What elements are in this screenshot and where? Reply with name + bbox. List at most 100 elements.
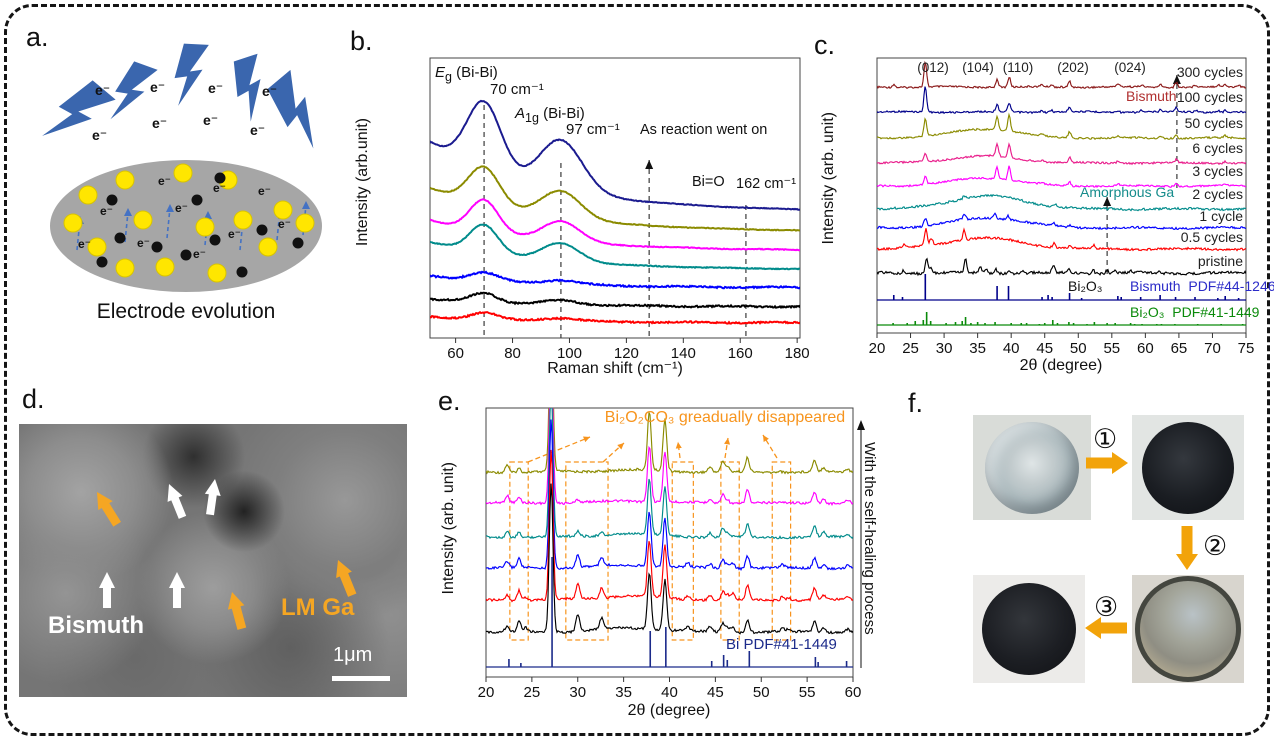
panel-d-label: d. bbox=[22, 384, 45, 414]
bismuth-arrow bbox=[204, 479, 221, 516]
tick-label: 25 bbox=[524, 684, 541, 701]
bismuth-arrow bbox=[169, 572, 185, 608]
tick-label: 30 bbox=[936, 340, 953, 357]
bi-o-label: Bi=O bbox=[692, 174, 725, 190]
plot-border bbox=[429, 57, 801, 339]
eg-rest: (Bi-Bi) bbox=[451, 64, 498, 81]
series-healed-4 bbox=[486, 408, 853, 540]
annotation-arrowhead bbox=[724, 438, 731, 445]
annotation-arrow bbox=[677, 441, 681, 459]
tick-label: 160 bbox=[728, 345, 753, 362]
hkl-012: (012) bbox=[917, 60, 949, 75]
sem-image: Bismuth LM Ga 1μm bbox=[19, 424, 407, 697]
electron-flow-arrow bbox=[166, 207, 171, 239]
annotation-arrowhead bbox=[583, 436, 590, 443]
electron-label: e⁻ bbox=[208, 80, 223, 96]
annotation-arrow bbox=[602, 442, 625, 463]
conductive-particle-dot bbox=[214, 172, 226, 184]
lightning-bolt-icon bbox=[174, 43, 209, 106]
recycled-disc bbox=[982, 583, 1076, 675]
annotation-arrow bbox=[762, 434, 778, 459]
electron-label: e⁻ bbox=[258, 184, 271, 198]
active-particle-dot bbox=[87, 237, 107, 257]
active-particle-dot bbox=[258, 237, 278, 257]
eg-symbol: E bbox=[435, 64, 446, 81]
ref-bi-pdf: Bi PDF#41-1449 bbox=[726, 636, 837, 653]
lightning-bolt-icon bbox=[110, 61, 158, 120]
sem-arrows-overlay bbox=[97, 479, 357, 630]
highlight-box bbox=[771, 461, 792, 641]
ref-bi2o3-pdf: Bi₂O₃ PDF#41-1449 bbox=[1130, 304, 1259, 320]
series-pristine bbox=[877, 257, 1246, 277]
discharged-disc bbox=[1142, 421, 1234, 514]
peak-97-label: 97 cm⁻¹ bbox=[566, 121, 620, 138]
panel-a-label: a. bbox=[26, 22, 49, 52]
figure-border bbox=[4, 4, 1270, 736]
tick-label: 40 bbox=[661, 684, 678, 701]
series-label-05-cycles: 0.5 cycles bbox=[1180, 229, 1243, 245]
conductive-particle-dot bbox=[256, 224, 268, 236]
photo-pristine-electrode bbox=[973, 415, 1091, 520]
sem-lm-ga-label: LM Ga bbox=[281, 594, 355, 621]
peak-70-label: 70 cm⁻¹ bbox=[490, 81, 544, 98]
sem-bismuth-label: Bismuth bbox=[48, 612, 144, 639]
conductive-particle-dot bbox=[106, 194, 118, 206]
bismuth-annotation: Bismuth bbox=[1126, 88, 1177, 104]
pristine-disc bbox=[985, 421, 1079, 514]
bismuth-arrow bbox=[99, 572, 115, 608]
tick-label: 55 bbox=[799, 684, 816, 701]
active-particle-dot bbox=[133, 210, 153, 230]
self-healing-process-label: With the self-healing process bbox=[861, 442, 878, 635]
active-particle-dot bbox=[115, 170, 135, 190]
electron-flow-arrowhead bbox=[124, 208, 132, 216]
guide-arrowhead bbox=[645, 160, 654, 169]
tick-label: 20 bbox=[478, 684, 495, 701]
plot-border bbox=[876, 57, 1247, 334]
panel-f-label: f. bbox=[908, 388, 924, 418]
tick-label: 180 bbox=[785, 345, 810, 362]
electron-label: e⁻ bbox=[92, 127, 107, 143]
electron-label: e⁻ bbox=[262, 83, 277, 99]
panel-e-label: e. bbox=[438, 386, 461, 416]
highlight-box bbox=[671, 461, 694, 641]
process-arrows-overlay bbox=[1085, 452, 1198, 639]
side-arrowhead bbox=[857, 420, 865, 430]
highlight-box bbox=[509, 461, 529, 641]
eg-subscript: g bbox=[445, 70, 452, 84]
ref-bi2o3-number: PDF#41-1449 bbox=[1172, 304, 1260, 320]
conductive-particle-dot bbox=[151, 241, 163, 253]
series-group bbox=[877, 60, 1246, 326]
hkl-110: (110) bbox=[1002, 60, 1034, 75]
lightning-bolt-icon bbox=[42, 80, 116, 136]
series-healed-5 bbox=[486, 408, 853, 506]
ref-bi2o3-name: Bi₂O₃ bbox=[1130, 304, 1165, 320]
hkl-024: (024) bbox=[1114, 60, 1146, 75]
guide-arrowhead bbox=[1172, 75, 1181, 84]
series-group bbox=[486, 408, 853, 668]
tick-label: 100 bbox=[557, 345, 582, 362]
electron-label: e⁻ bbox=[100, 204, 113, 218]
xrd-healing-x-axis-label: 2θ (degree) bbox=[627, 702, 711, 719]
active-particle-dot bbox=[115, 258, 135, 278]
electron-label: e⁻ bbox=[158, 174, 171, 188]
lightning-bolt-icon bbox=[267, 69, 314, 149]
tick-label: 25 bbox=[902, 340, 919, 357]
photo-recycled-electrode bbox=[973, 575, 1085, 683]
series-group bbox=[430, 99, 800, 325]
a1g-symbol: A bbox=[515, 105, 526, 122]
lm-ga-arrow bbox=[336, 560, 357, 597]
conductive-particle-dot bbox=[292, 237, 304, 249]
tick-label: 140 bbox=[671, 345, 696, 362]
electron-label: e⁻ bbox=[213, 181, 226, 195]
raman-x-axis-label: Raman shift (cm⁻¹) bbox=[547, 360, 683, 377]
series-spectrum-6 bbox=[430, 291, 800, 309]
series-spectrum-3 bbox=[430, 198, 800, 252]
series-1-cycle bbox=[877, 212, 1246, 231]
bi2o3-annotation: Bi₂O₃ bbox=[1068, 278, 1103, 294]
photo-discharged-electrode bbox=[1132, 415, 1244, 520]
electron-label: e⁻ bbox=[150, 79, 165, 95]
scale-bar bbox=[332, 676, 390, 681]
series-healed-top bbox=[486, 408, 853, 475]
ref-bismuth-name: Bismuth bbox=[1130, 278, 1181, 294]
raman-spectra-chart: 60 80 100 120 140 160 180 bbox=[429, 57, 810, 362]
